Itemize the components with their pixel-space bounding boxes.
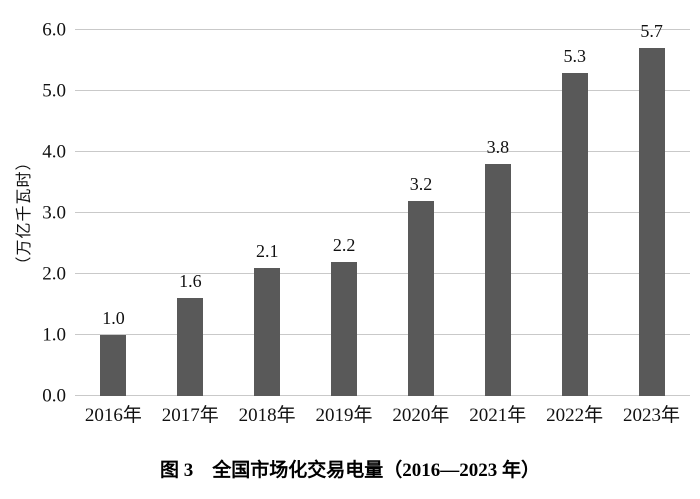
gridline-y-4.0 (75, 151, 690, 152)
y-tick-label-0.0: 0.0 (42, 385, 66, 407)
value-label-2017年: 1.6 (179, 271, 202, 292)
figure-caption: 图 3 全国市场化交易电量（2016—2023 年） (159, 460, 540, 481)
x-tick-label-2017年: 2017年 (161, 405, 219, 426)
bar-2022年 (561, 72, 588, 396)
bar-2019年 (331, 261, 358, 396)
y-tick-label-4.0: 4.0 (42, 141, 66, 163)
bar-chart-plot-area: 0.0 1.0 2.0 3.0 4.0 5.0 6.0 1.0 2016年 1.6 2017年 2.1… (42, 21, 690, 425)
y-tick-label-3.0: 3.0 (42, 202, 66, 224)
gridline-y-6.0 (75, 29, 690, 30)
value-label-2021年: 3.8 (486, 137, 510, 158)
x-tick-label-2016年: 2016年 (84, 405, 142, 426)
x-tick-label-2020年: 2020年 (392, 405, 450, 426)
value-label-2022年: 5.3 (563, 45, 586, 66)
bar-2021年 (484, 164, 511, 396)
bar-2018年 (254, 267, 281, 396)
value-label-2016年: 1.0 (102, 308, 125, 328)
value-label-2018年: 2.1 (255, 240, 279, 261)
value-label-2020年: 3.2 (409, 173, 433, 194)
value-label-2023年: 5.7 (640, 21, 663, 42)
y-axis-title: （万亿千瓦时） (16, 153, 33, 273)
y-tick-label-6.0: 6.0 (42, 19, 66, 41)
gridline-y-3.0 (75, 212, 690, 213)
gridline-y-1.0 (75, 334, 690, 335)
gridline-y-0.0 (75, 395, 690, 396)
bar-2017年 (177, 298, 204, 396)
bar-2020年 (407, 200, 434, 396)
gridline-y-5.0 (75, 90, 690, 91)
value-label-2019年: 2.2 (332, 234, 356, 255)
y-tick-label-1.0: 1.0 (42, 324, 66, 346)
y-tick-label-5.0: 5.0 (42, 80, 66, 102)
x-tick-label-2022年: 2022年 (546, 405, 604, 426)
x-tick-label-2021年: 2021年 (469, 405, 527, 426)
bar-2016年 (100, 335, 127, 396)
x-tick-label-2019年: 2019年 (315, 405, 373, 426)
gridline-y-2.0 (75, 273, 690, 274)
x-tick-label-2023年: 2023年 (623, 405, 681, 426)
x-tick-label-2018年: 2018年 (238, 405, 296, 426)
y-tick-label-2.0: 2.0 (42, 263, 66, 285)
bar-2023年 (638, 48, 665, 396)
